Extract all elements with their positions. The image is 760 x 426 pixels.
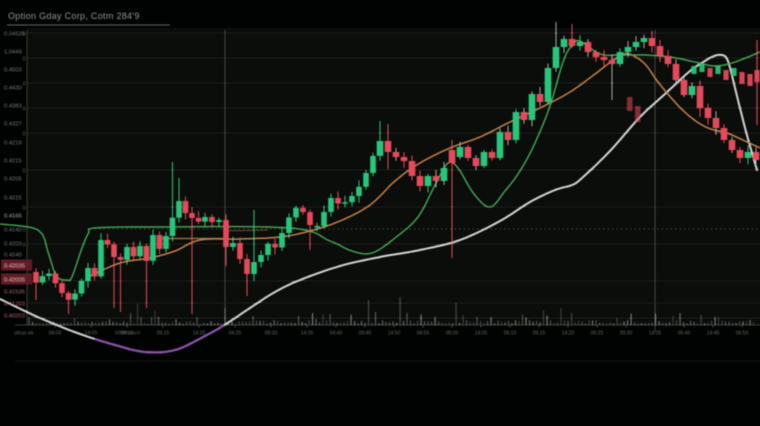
svg-text:0: 0 — [23, 132, 26, 138]
svg-text:0.42005: 0.42005 — [4, 278, 25, 284]
svg-text:0.4140: 0.4140 — [4, 228, 22, 234]
svg-text:0: 0 — [23, 57, 26, 63]
svg-text:MMMusard: MMMusard — [115, 331, 140, 337]
svg-text:14:35: 14:35 — [649, 331, 662, 337]
svg-text:06:40: 06:40 — [678, 331, 691, 337]
svg-text:0.40203: 0.40203 — [4, 314, 25, 320]
svg-text:14:50: 14:50 — [388, 331, 401, 337]
svg-text:04:25: 04:25 — [229, 331, 242, 337]
svg-text:1.0449: 1.0449 — [4, 50, 22, 56]
svg-text:0.4219: 0.4219 — [4, 141, 22, 147]
svg-text:0.4503: 0.4503 — [4, 68, 22, 74]
svg-text:0.4215: 0.4215 — [4, 159, 22, 165]
svg-text:04:40: 04:40 — [330, 331, 343, 337]
svg-text:09:45: 09:45 — [359, 331, 372, 337]
svg-text:0.4205: 0.4205 — [4, 177, 22, 183]
svg-text:0: 0 — [23, 169, 26, 175]
svg-text:09:30: 09:30 — [265, 331, 278, 337]
svg-text:0.42035: 0.42035 — [4, 264, 25, 270]
svg-text:0: 0 — [23, 228, 26, 234]
svg-text:14:05: 14:05 — [85, 331, 98, 337]
svg-text:14:20: 14:20 — [562, 331, 575, 337]
svg-text:0.41535: 0.41535 — [4, 290, 25, 296]
svg-text:0.4383: 0.4383 — [4, 104, 22, 110]
svg-text:0: 0 — [23, 107, 26, 113]
svg-text:09:15: 09:15 — [533, 331, 546, 337]
svg-text:0.4327: 0.4327 — [4, 122, 22, 128]
svg-text:0: 0 — [23, 82, 26, 88]
svg-text:09:15: 09:15 — [157, 331, 170, 337]
svg-text:14:20: 14:20 — [193, 331, 206, 337]
svg-text:14:45: 14:45 — [707, 331, 720, 337]
svg-text:14:05: 14:05 — [475, 331, 488, 337]
svg-text:09:30: 09:30 — [620, 331, 633, 337]
svg-text:0.4165: 0.4165 — [4, 214, 22, 220]
svg-text:14:35: 14:35 — [301, 331, 314, 337]
svg-text:0: 0 — [23, 32, 26, 38]
svg-text:0.4240: 0.4240 — [4, 253, 22, 259]
svg-text:06:00: 06:00 — [446, 331, 459, 337]
svg-text:06:25: 06:25 — [591, 331, 604, 337]
svg-text:06:10: 06:10 — [504, 331, 517, 337]
svg-text:0.41203: 0.41203 — [4, 302, 25, 308]
svg-text:04:10: 04:10 — [121, 331, 134, 337]
svg-text:0: 0 — [23, 206, 26, 212]
svg-text:0.04525: 0.04525 — [4, 32, 25, 38]
svg-text:0.4215: 0.4215 — [4, 196, 22, 202]
svg-text:0.4430: 0.4430 — [4, 86, 22, 92]
svg-text:0: 0 — [23, 243, 26, 249]
svg-text:04:00: 04:00 — [49, 331, 62, 337]
svg-text:0.4203: 0.4203 — [4, 242, 22, 248]
svg-text:Option Gday Corp, Cotm 284'9: Option Gday Corp, Cotm 284'9 — [8, 11, 140, 21]
svg-text:ultras wk: ultras wk — [14, 331, 34, 337]
svg-text:04:55: 04:55 — [417, 331, 430, 337]
svg-text:06:50: 06:50 — [736, 331, 749, 337]
